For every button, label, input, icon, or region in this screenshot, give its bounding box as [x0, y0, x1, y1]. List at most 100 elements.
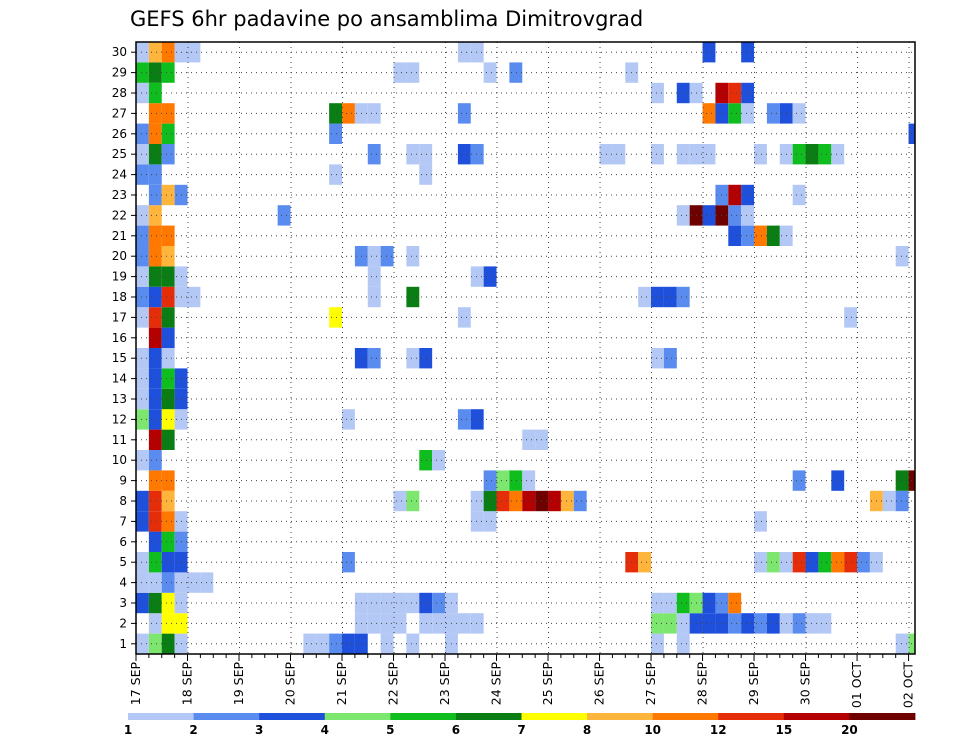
- precip-cell-m25-s26: [470, 144, 484, 165]
- precip-cell-m24-s15: [329, 164, 343, 185]
- precip-cell-m7-s0: [136, 511, 149, 532]
- precip-cell-m27-s51: [792, 103, 806, 124]
- precip-cell-m25-s18: [367, 144, 381, 165]
- x-tick-label-0: 17 SEP: [128, 662, 143, 706]
- precip-cell-m26-s15: [329, 123, 343, 144]
- precip-cell-m27-s15: [329, 103, 343, 124]
- precip-cell-m1-s42: [676, 633, 690, 654]
- precip-cell-m15-s41: [663, 348, 677, 369]
- y-tick-label-10: 10: [112, 453, 127, 467]
- precip-cell-m8-s20: [393, 490, 407, 512]
- precip-cell-m20-s21: [406, 246, 420, 267]
- precip-cell-m2-s20: [393, 613, 407, 634]
- precip-cell-m9-s1: [148, 470, 162, 491]
- precip-cell-m19-s18: [367, 266, 381, 287]
- precip-cell-m8-s59: [895, 490, 909, 512]
- y-tick-label-27: 27: [112, 106, 127, 120]
- x-tick-label-2: 19 SEP: [231, 662, 246, 706]
- y-tick-label-14: 14: [112, 372, 127, 386]
- precip-cell-m9-s29: [509, 470, 523, 491]
- precip-cell-m11-s1: [148, 429, 162, 450]
- precip-cell-m25-s0: [136, 144, 149, 165]
- precip-cell-m10-s1: [148, 450, 162, 471]
- plot-frame: [135, 41, 916, 655]
- precip-cell-m2-s49: [766, 613, 780, 634]
- precip-cell-m2-s41: [663, 613, 677, 634]
- colorbar-label-6: 6: [452, 723, 460, 737]
- precip-cell-m5-s53: [818, 552, 832, 573]
- y-tick-label-22: 22: [112, 208, 127, 222]
- precip-cell-m27-s49: [766, 103, 780, 124]
- y-tick-label-8: 8: [119, 494, 127, 508]
- colorbar-segment-0: [128, 713, 194, 720]
- grid-lines: [136, 42, 915, 654]
- precip-cell-m20-s2: [161, 246, 175, 267]
- y-tick-label-18: 18: [112, 290, 127, 304]
- precip-cell-m2-s19: [380, 613, 394, 634]
- y-tick-label-19: 19: [112, 270, 127, 284]
- precip-cell-m8-s0: [136, 490, 149, 512]
- precip-cell-m15-s1: [148, 348, 162, 369]
- y-tick-label-2: 2: [119, 616, 127, 630]
- precip-cell-m17-s1: [148, 307, 162, 328]
- colorbar-segment-1: [193, 713, 260, 720]
- precip-cell-m22-s46: [728, 205, 742, 226]
- precip-cell-m8-s33: [560, 490, 574, 512]
- precip-cell-m3-s22: [419, 592, 433, 614]
- precip-cell-m29-s0: [136, 62, 149, 83]
- precip-cell-m4-s0: [136, 572, 149, 593]
- precip-cell-m18-s4: [187, 286, 201, 308]
- precip-cell-m21-s1: [148, 225, 162, 246]
- precip-cell-m14-s1: [148, 368, 162, 389]
- x-tick-label-5: 22 SEP: [386, 662, 401, 706]
- precip-cell-m4-s1: [148, 572, 162, 593]
- precip-cell-m27-s47: [741, 103, 755, 124]
- precip-cell-m28-s1: [148, 82, 162, 104]
- precip-cell-m4-s4: [187, 572, 201, 593]
- precip-cell-m25-s42: [676, 144, 690, 165]
- precip-cell-m1-s19: [380, 633, 394, 654]
- precip-cell-m16-s1: [148, 327, 162, 348]
- precip-cell-m23-s1: [148, 184, 162, 206]
- precip-cell-m8-s21: [406, 490, 420, 512]
- precip-cell-m5-s48: [754, 552, 767, 573]
- precip-cell-m7-s48: [754, 511, 767, 532]
- precip-cell-m3-s1: [148, 592, 162, 614]
- precip-cell-m2-s25: [457, 613, 471, 634]
- precip-cell-m2-s46: [728, 613, 742, 634]
- y-axis: 1234567891011121314151617181920212223242…: [112, 45, 136, 651]
- colorbar-segment-8: [652, 713, 719, 720]
- colorbar-label-2: 2: [189, 723, 197, 737]
- precip-cell-m23-s51: [792, 184, 806, 206]
- precip-cell-m1-s21: [406, 633, 420, 654]
- y-tick-label-30: 30: [112, 45, 127, 59]
- precip-cell-m22-s11: [277, 205, 291, 226]
- x-axis: 17 SEP 18 SEP 19 SEP 20 SEP 21 SEP 22 SEP 23 S…: [128, 654, 916, 708]
- precip-cell-m16-s2: [161, 327, 175, 348]
- precip-cell-m11-s30: [522, 429, 536, 450]
- x-tick-label-6: 23 SEP: [437, 662, 452, 706]
- precip-cell-m21-s48: [754, 225, 767, 246]
- precip-cell-m27-s18: [367, 103, 381, 124]
- precip-cell-m15-s2: [161, 348, 175, 369]
- precip-cell-m3-s40: [651, 592, 664, 614]
- precip-cell-m3-s19: [380, 592, 394, 614]
- precip-cell-m21-s0: [136, 225, 149, 246]
- precip-cell-m9-s27: [483, 470, 497, 491]
- precip-cell-m27-s16: [342, 103, 355, 124]
- precip-cell-m1-s16: [342, 633, 355, 654]
- precip-cell-m18-s39: [638, 286, 652, 308]
- precip-cell-m29-s20: [393, 62, 407, 83]
- y-tick-label-3: 3: [119, 596, 127, 610]
- precip-cell-m8-s28: [496, 490, 510, 512]
- precip-cell-m3-s2: [161, 592, 175, 614]
- precip-cell-m21-s2: [161, 225, 175, 246]
- y-tick-label-11: 11: [112, 433, 127, 447]
- precip-cell-m1-s0: [136, 633, 149, 654]
- precip-cell-m19-s1: [148, 266, 162, 287]
- precip-cell-m3-s23: [432, 592, 446, 614]
- colorbar-label-5: 5: [386, 723, 394, 737]
- precip-cell-m23-s2: [161, 184, 175, 206]
- precip-cell-m27-s2: [161, 103, 175, 124]
